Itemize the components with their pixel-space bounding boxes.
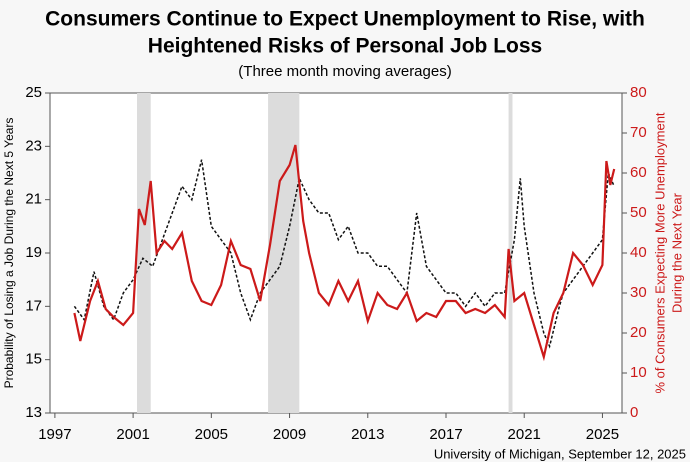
- y2-tick-label: 30: [630, 284, 647, 301]
- y-tick-label: 25: [25, 84, 42, 101]
- y2-tick-label: 60: [630, 164, 647, 181]
- x-tick-label: 2021: [508, 426, 541, 443]
- y2-tick-label: 10: [630, 364, 647, 381]
- y-tick-label: 17: [25, 297, 42, 314]
- chart-subtitle: (Three month moving averages): [238, 63, 451, 80]
- recession-band: [137, 93, 151, 413]
- y2-axis-label: % of Consumers Expecting More Unemployme…: [652, 112, 667, 393]
- y-axis-label: Probability of Losing a Job During the N…: [2, 118, 16, 389]
- x-tick-label: 2005: [195, 426, 228, 443]
- y-tick-label: 15: [25, 351, 42, 368]
- source-note: University of Michigan, September 12, 20…: [434, 446, 686, 461]
- y-tick-label: 19: [25, 244, 42, 261]
- y2-tick-label: 80: [630, 84, 647, 101]
- data-line: [73, 159, 615, 349]
- data-line: [73, 144, 616, 362]
- x-tick-label: 2025: [586, 426, 619, 443]
- y2-tick-label: 40: [630, 244, 647, 261]
- y2-tick-label: 50: [630, 204, 647, 221]
- x-tick-label: 1997: [38, 426, 71, 443]
- y-tick-label: 13: [25, 404, 42, 421]
- chart-title: Consumers Continue to Expect Unemploymen…: [45, 8, 645, 31]
- chart-title: Heightened Risks of Personal Job Loss: [148, 35, 542, 58]
- y2-tick-label: 20: [630, 324, 647, 341]
- y-tick-label: 21: [25, 191, 42, 208]
- y2-tick-label: 0: [630, 404, 638, 421]
- recession-band: [508, 93, 513, 413]
- y2-axis-label: During the Next Year: [669, 192, 684, 313]
- y-tick-label: 23: [25, 137, 42, 154]
- x-tick-label: 2013: [351, 426, 384, 443]
- x-tick-label: 2009: [273, 426, 306, 443]
- x-tick-label: 2001: [116, 426, 149, 443]
- x-tick-label: 2017: [429, 426, 462, 443]
- y2-tick-label: 70: [630, 124, 647, 141]
